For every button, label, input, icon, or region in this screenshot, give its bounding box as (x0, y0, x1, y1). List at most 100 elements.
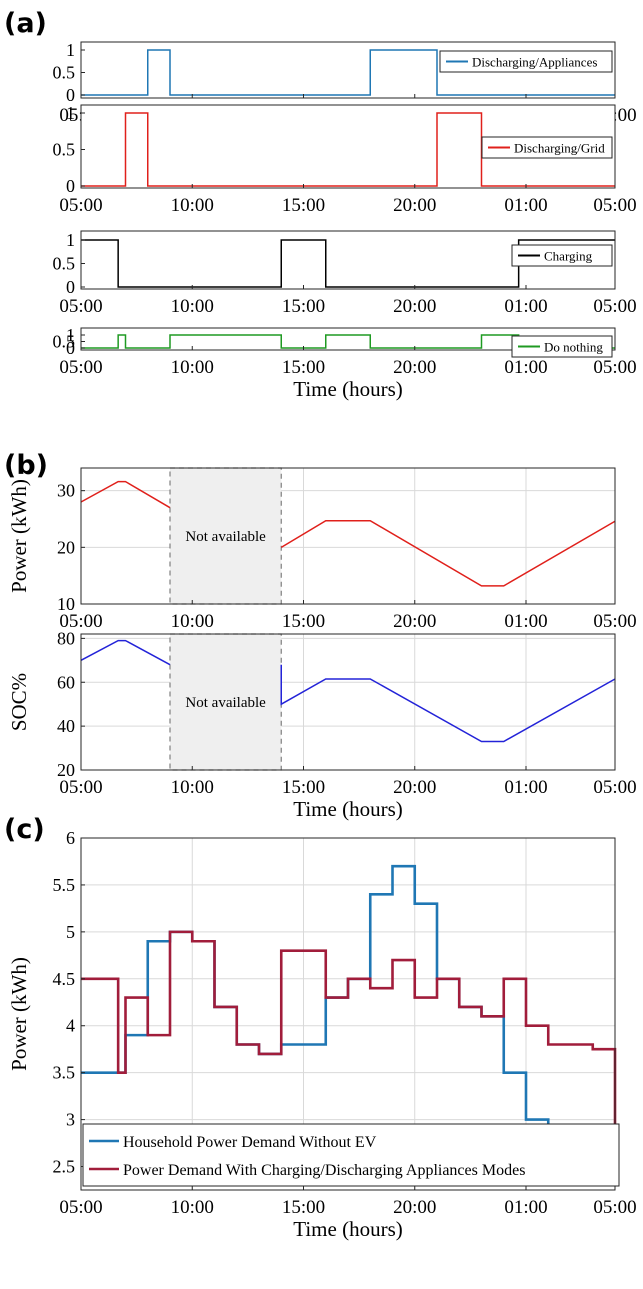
x-tick-label: 05:00 (593, 357, 636, 378)
plot-frame (80, 230, 616, 290)
series-line-1 (81, 930, 617, 1144)
legend-label-0: Household Power Demand Without EV (123, 1134, 377, 1151)
plot-frame (80, 633, 616, 771)
y-axis-label: Power (kWh) (7, 957, 31, 1071)
panel-label-c: (c) (4, 814, 45, 845)
x-tick-label: 05:00 (59, 1197, 102, 1218)
chart-5: Not available 20 40 60 80 05:00 10:00 15:00 20:0… (7, 628, 637, 821)
x-tick-label: 05:00 (59, 357, 102, 378)
x-tick-label: 05:00 (593, 195, 636, 216)
plot-frame (80, 104, 616, 189)
x-tick-label: 10:00 (171, 1197, 214, 1218)
y-tick-label: 0.5 (53, 140, 76, 160)
series-line-segment-0 (80, 639, 171, 666)
y-tick-label: 5 (66, 922, 75, 942)
x-tick-label: 05:00 (59, 777, 102, 798)
plot-area (81, 634, 615, 770)
y-tick-label: 20 (57, 537, 75, 557)
x-axis-label: Time (hours) (293, 1217, 402, 1241)
plots-layer: 00.5105:0010:0015:0020:0001:0005:00Disch… (7, 40, 637, 1241)
x-tick-label: 05:00 (593, 611, 636, 632)
y-tick-label: 3 (66, 1110, 75, 1130)
chart-2: 0 0.5 1 05:00 10:00 15:00 20:00 01:00 05:00 Charg… (53, 230, 637, 317)
x-tick-label: 10:00 (171, 195, 214, 216)
plot-frame (80, 327, 616, 351)
x-tick-label: 15:00 (282, 777, 325, 798)
legend-box (481, 136, 613, 159)
legend-box (439, 50, 613, 73)
legend-label: Discharging/Grid (514, 141, 605, 156)
y-tick-label: 4 (66, 1016, 75, 1036)
x-tick-label: 05:00 (593, 777, 636, 798)
legend-label-1: Power Demand With Charging/Discharging A… (123, 1162, 525, 1179)
not-available-region (169, 467, 282, 605)
legend-label: Charging (544, 249, 593, 264)
x-tick-label: 20:00 (393, 296, 436, 317)
x-tick-label: 20:00 (393, 611, 436, 632)
x-tick-label: 01:00 (504, 611, 547, 632)
y-tick-label: 1 (66, 325, 75, 345)
x-tick-label: 15:00 (282, 1197, 325, 1218)
y-tick-label: 0 (66, 338, 75, 358)
y-tick-label: 1 (66, 103, 75, 123)
y-tick-label: 1 (66, 40, 75, 60)
y-tick-label: 80 (57, 628, 75, 648)
y-tick-label: 5.5 (53, 875, 76, 895)
x-tick-label: 01:00 (504, 195, 547, 216)
legend-box (511, 335, 613, 358)
x-tick-label: 05:00 (59, 296, 102, 317)
plot-frame (80, 41, 616, 99)
x-tick-label: 01:00 (504, 777, 547, 798)
chart-4: Not available 10 20 30 05:00 10:00 15:00 20:00 0… (7, 467, 637, 655)
x-tick-label: 15:00 (282, 611, 325, 632)
x-tick-label: 10:00 (171, 296, 214, 317)
chart-1: 0 0.5 1 05:00 10:00 15:00 20:00 01:00 05:00 Disch… (53, 103, 637, 216)
x-tick-label: 20:00 (393, 195, 436, 216)
x-tick-label: 15:00 (282, 357, 325, 378)
x-tick-label: 10:00 (171, 777, 214, 798)
y-tick-label: 20 (57, 760, 75, 780)
y-tick-label: 1 (66, 230, 75, 250)
x-tick-label: 01:00 (504, 357, 547, 378)
not-available-label: Not available (185, 695, 266, 711)
x-tick-label: 01:00 (504, 296, 547, 317)
legend-label: Do nothing (544, 340, 603, 355)
y-tick-label: 30 (57, 481, 75, 501)
y-tick-label: 60 (57, 672, 75, 692)
chart-3: 00.51 05:00 10:00 15:00 20:00 01:00 05:00 Time … (53, 325, 637, 401)
y-tick-label: 0.5 (53, 254, 76, 274)
plot-frame (80, 467, 616, 605)
y-tick-label: 6 (66, 828, 75, 848)
x-tick-label: 10:00 (171, 357, 214, 378)
y-tick-label: 0 (66, 176, 75, 196)
panel-label-b: (b) (4, 450, 48, 481)
x-tick-label: 10:00 (171, 611, 214, 632)
legend-box (511, 244, 613, 267)
y-tick-label: 0 (66, 85, 75, 105)
legend-box (82, 1123, 620, 1187)
chart-6: 2.5 3 3.5 4 4.5 5 5.5 6 05:00 10:00 15:00 20:00 01:0… (7, 828, 637, 1241)
x-tick-label: 05:00 (593, 1197, 636, 1218)
x-tick-label: 15:00 (282, 296, 325, 317)
series-line-0 (81, 49, 615, 96)
series-line-segment-1 (280, 519, 616, 587)
y-tick-label: 10 (57, 594, 75, 614)
x-axis-label: Time (hours) (293, 377, 402, 401)
panel-label-a: (a) (4, 8, 47, 39)
x-tick-label: 20:00 (393, 777, 436, 798)
plot-frame (80, 837, 616, 1191)
x-tick-label: 05:00 (593, 296, 636, 317)
y-tick-label: 3.5 (53, 1063, 76, 1083)
y-tick-label: 0.5 (53, 332, 76, 352)
x-tick-label: 20:00 (393, 1197, 436, 1218)
x-tick-label: 05:00 (59, 195, 102, 216)
series-line-segment-0 (80, 480, 171, 509)
y-axis-label: Power (kWh) (7, 479, 31, 593)
plot-area (81, 468, 615, 604)
y-axis-label: SOC% (7, 673, 31, 731)
y-tick-label: 2.5 (53, 1157, 76, 1177)
series-line-segment-1 (280, 664, 616, 743)
y-tick-label: 40 (57, 716, 75, 736)
x-axis-label: Time (hours) (293, 797, 402, 821)
